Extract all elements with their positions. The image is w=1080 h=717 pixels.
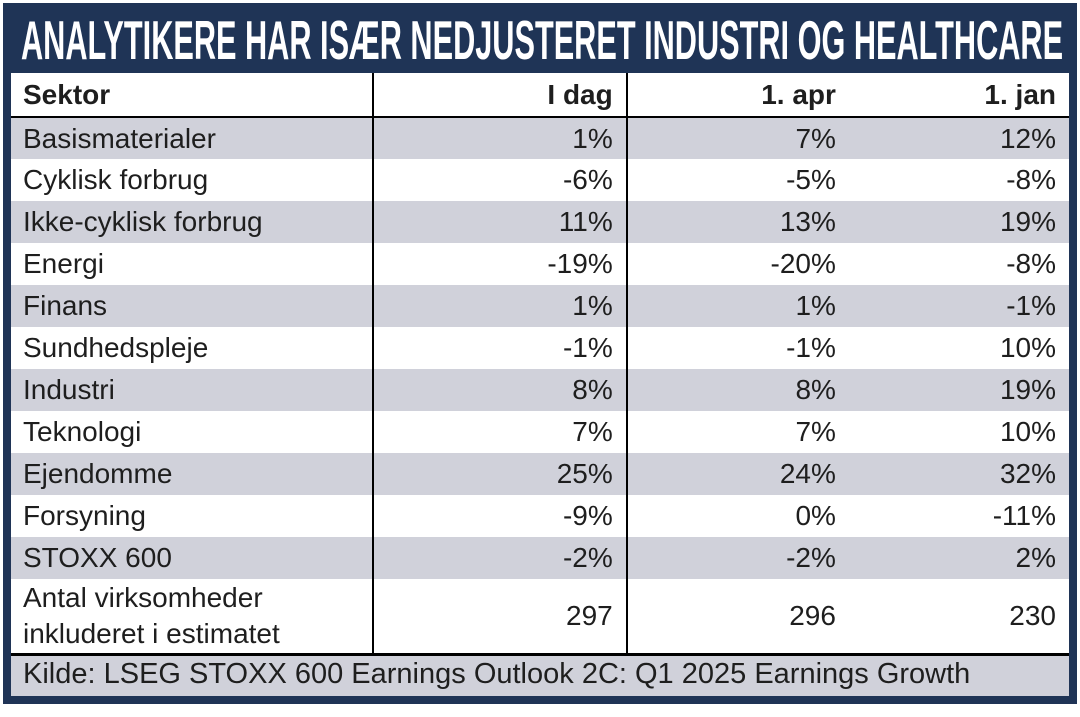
value-cell: 7%	[625, 411, 849, 453]
value-cell: 25%	[371, 453, 627, 495]
table-row: Energi -19% -20% -8%	[11, 243, 1069, 285]
sector-label-cell: Finans	[23, 290, 108, 322]
value-cell: -2%	[625, 537, 849, 579]
value-cell: -8%	[1006, 248, 1056, 279]
table-row: Antal virksomheder inkluderet i estimate…	[11, 579, 1069, 653]
value-cell: -19%	[371, 243, 627, 285]
table-header-row: Sektor I dag 1. apr 1. jan	[11, 73, 1069, 118]
value-cell: -6%	[371, 159, 627, 201]
value-cell: -1%	[1006, 290, 1056, 321]
value-cell: -20%	[625, 243, 849, 285]
table-row: Sundhedspleje -1% -1% 10%	[11, 327, 1069, 369]
value-cell: 11%	[371, 201, 627, 243]
value-cell: -9%	[371, 495, 627, 537]
value-cell: 2%	[1015, 542, 1056, 573]
value-cell: -1%	[625, 327, 849, 369]
table-frame: ANALYTIKERE HAR ISÆR NEDJUSTERET INDUSTR…	[3, 3, 1077, 704]
value-cell: 10%	[999, 332, 1056, 363]
sector-label-cell: Ejendomme	[23, 458, 173, 490]
value-cell: 296	[625, 579, 849, 653]
value-cell: 7%	[625, 117, 849, 159]
sector-label-cell: Forsyning	[23, 500, 146, 532]
column-header-idag: I dag	[371, 73, 627, 118]
value-cell: 230	[1009, 599, 1056, 631]
column-header-sektor: Sektor	[11, 73, 373, 118]
value-cell: 24%	[625, 453, 849, 495]
table-row: Ikke-cyklisk forbrug 11% 13% 19%	[11, 201, 1069, 243]
value-cell: 1%	[371, 117, 627, 159]
table-body: Basismaterialer 1% 7% 12% Cyklisk forbrug -6%…	[11, 117, 1069, 653]
table-row: Forsyning -9% 0% -11%	[11, 495, 1069, 537]
value-cell: 1%	[625, 285, 849, 327]
sector-label-cell: Teknologi	[23, 416, 142, 448]
value-cell: -2%	[371, 537, 627, 579]
table-row: Cyklisk forbrug -6% -5% -8%	[11, 159, 1069, 201]
value-cell: 13%	[625, 201, 849, 243]
sector-label-cell: Antal virksomheder inkluderet i estimate…	[23, 582, 280, 649]
table-row: Basismaterialer 1% 7% 12%	[11, 117, 1069, 159]
table-row: Finans 1% 1% -1%	[11, 285, 1069, 327]
sector-label-cell: Ikke-cyklisk forbrug	[23, 206, 263, 238]
table-row: Ejendomme 25% 24% 32%	[11, 453, 1069, 495]
sector-table: Sektor I dag 1. apr 1. jan Basismaterial…	[11, 73, 1069, 653]
table-row: Industri 8% 8% 19%	[11, 369, 1069, 411]
value-cell: 7%	[371, 411, 627, 453]
table-row: Teknologi 7% 7% 10%	[11, 411, 1069, 453]
value-cell: 1%	[371, 285, 627, 327]
value-cell: 8%	[371, 369, 627, 411]
source-note: Kilde: LSEG STOXX 600 Earnings Outlook 2…	[11, 652, 1069, 696]
value-cell: 19%	[999, 374, 1056, 405]
column-header-1apr: 1. apr	[625, 73, 849, 118]
value-cell: -11%	[992, 500, 1056, 531]
column-header-1jan: 1. jan	[848, 73, 1069, 118]
value-cell: 0%	[625, 495, 849, 537]
value-cell: -5%	[625, 159, 849, 201]
value-cell: 297	[371, 579, 627, 653]
value-cell: -8%	[1006, 164, 1056, 195]
sector-label-cell: Sundhedspleje	[23, 332, 209, 364]
value-cell: 19%	[999, 206, 1056, 237]
sector-label-cell: Energi	[23, 248, 104, 280]
value-cell: 12%	[999, 122, 1056, 154]
sector-label-cell: Cyklisk forbrug	[23, 164, 209, 196]
sector-label-cell: STOXX 600	[23, 542, 172, 574]
value-cell: 8%	[625, 369, 849, 411]
table-row: STOXX 600 -2% -2% 2%	[11, 537, 1069, 579]
page-title: ANALYTIKERE HAR ISÆR NEDJUSTERET INDUSTR…	[21, 11, 1064, 71]
sector-label-cell: Industri	[23, 374, 115, 406]
title-bar: ANALYTIKERE HAR ISÆR NEDJUSTERET INDUSTR…	[11, 11, 1069, 73]
sector-label-cell: Basismaterialer	[23, 122, 216, 154]
value-cell: -1%	[371, 327, 627, 369]
value-cell: 32%	[999, 458, 1056, 489]
value-cell: 10%	[999, 416, 1056, 447]
